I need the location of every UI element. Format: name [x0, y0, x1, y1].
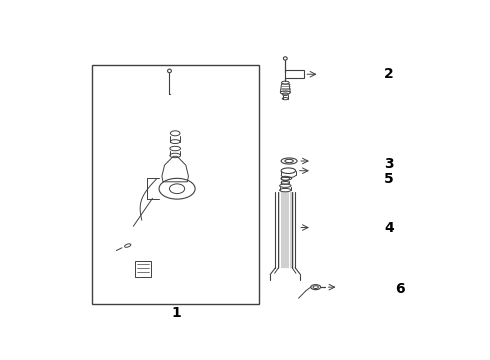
Bar — [92, 66, 259, 304]
Bar — [285, 70, 303, 78]
Bar — [135, 261, 151, 277]
Text: 4: 4 — [384, 221, 394, 234]
Text: 5: 5 — [384, 172, 394, 186]
Text: 3: 3 — [384, 157, 393, 171]
Text: 1: 1 — [172, 306, 181, 320]
Text: 2: 2 — [384, 67, 394, 81]
Text: 6: 6 — [395, 282, 405, 296]
